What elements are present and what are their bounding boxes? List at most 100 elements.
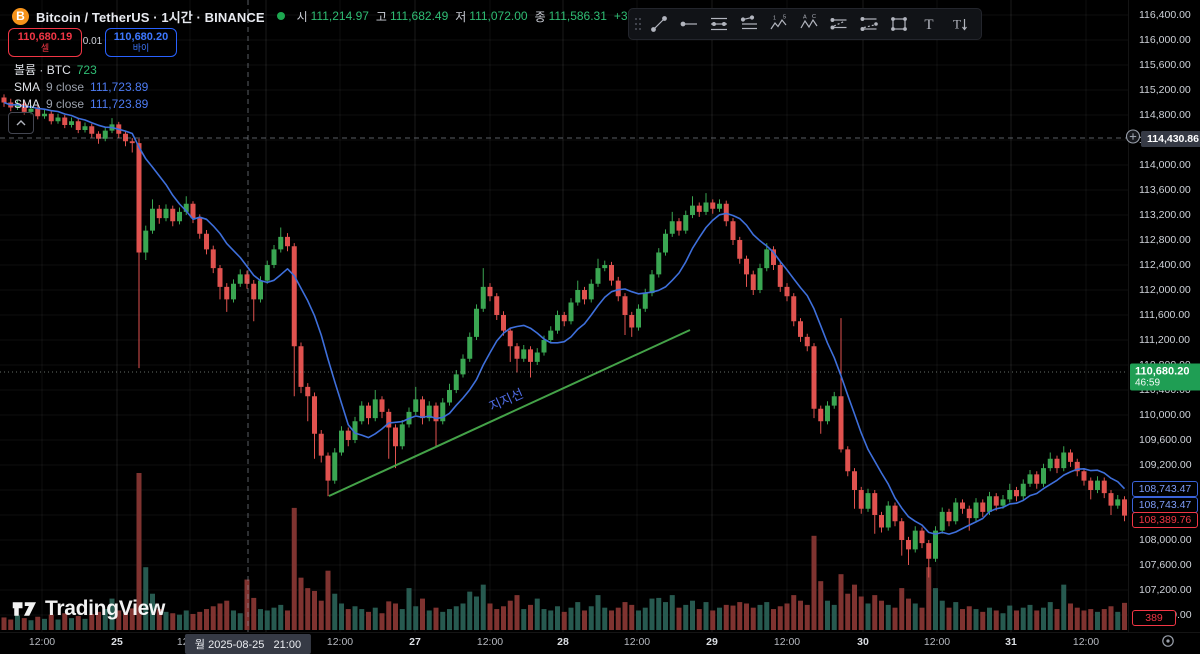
candle-body xyxy=(710,202,716,209)
candle-body xyxy=(669,221,675,234)
tool-trend-based-fib-button[interactable] xyxy=(735,11,763,37)
add-alert-plus-icon[interactable] xyxy=(1125,129,1141,150)
volume-bar xyxy=(210,606,216,630)
candle-body xyxy=(730,221,736,240)
candle-body xyxy=(69,121,74,125)
volume-bar xyxy=(804,604,810,630)
volume-bar xyxy=(352,606,358,630)
long-position-icon xyxy=(830,17,847,30)
candle-body xyxy=(305,386,311,397)
candle-body xyxy=(960,502,965,509)
volume-bar xyxy=(690,600,695,630)
chart-pane[interactable]: 지지선 xyxy=(0,0,1128,632)
volume-bar xyxy=(163,611,169,630)
timezone-settings-button[interactable] xyxy=(1160,633,1176,649)
volume-bar xyxy=(831,604,837,630)
candle-body xyxy=(501,315,506,331)
candle-body xyxy=(750,274,756,290)
candle-body xyxy=(143,230,149,253)
candle-body xyxy=(291,246,297,347)
price-axis[interactable]: 116,400.00 116,000.00 115,600.00 115,200.00… xyxy=(1125,0,1200,632)
candle-body xyxy=(595,268,601,284)
candle-body xyxy=(825,405,830,422)
candle-body xyxy=(285,236,290,247)
volume-bar xyxy=(251,597,257,630)
volume-bar xyxy=(372,607,378,630)
symbol-title[interactable]: Bitcoin / TetherUS · 1시간 · BINANCE xyxy=(36,9,265,25)
tool-text-button[interactable]: T xyxy=(915,11,943,37)
sma2-params: 9 close xyxy=(46,96,85,111)
svg-text:5: 5 xyxy=(783,15,786,21)
volume-bar xyxy=(825,600,830,630)
tool-rectangle-button[interactable] xyxy=(885,11,913,37)
candle-body xyxy=(89,126,95,134)
bitcoin-icon: B xyxy=(12,7,29,25)
tool-horizontal-ray-button[interactable] xyxy=(675,11,703,37)
current-price-scale-label: 110,680.20 46:59 xyxy=(1130,363,1200,391)
volume-bar xyxy=(737,602,743,630)
volume-bar xyxy=(507,600,513,630)
volume-bar xyxy=(501,606,506,630)
candle-body xyxy=(811,346,817,409)
candle-body xyxy=(798,321,803,337)
volume-bar xyxy=(1041,607,1046,630)
sell-button[interactable]: 110,680.19 셀 xyxy=(8,28,82,57)
volume-bar xyxy=(150,593,155,630)
volume-legend-value: 723 xyxy=(76,62,97,77)
legend-collapse-button[interactable] xyxy=(8,112,34,134)
sma-scale-label: 108,743.47 xyxy=(1132,481,1198,497)
volume-bar xyxy=(136,473,142,630)
volume-bar xyxy=(1020,607,1026,630)
tool-long-position-button[interactable] xyxy=(825,11,853,37)
candle-body xyxy=(339,430,344,453)
tool-forecast-button[interactable] xyxy=(855,11,883,37)
volume-legend-name: 볼륨 · BTC xyxy=(14,63,71,77)
candle-body xyxy=(1115,499,1121,506)
price-tick-label: 109,200.00 xyxy=(1139,459,1192,471)
legend-volume-row[interactable]: 볼륨 · BTC 723 xyxy=(14,61,148,78)
volume-bar xyxy=(75,616,81,630)
time-tick-label: 27 xyxy=(409,636,421,648)
gear-icon xyxy=(1162,635,1174,647)
candle-body xyxy=(467,336,473,359)
candle-body xyxy=(231,283,236,300)
buy-button[interactable]: 110,680.20 바이 xyxy=(105,28,177,57)
volume-bar xyxy=(676,607,682,630)
candle-body xyxy=(278,236,284,250)
tool-fib-retracement-button[interactable] xyxy=(705,11,733,37)
time-axis[interactable]: 12:00 25 12:00 12:00 27 12:00 28 12:00 29 12:00 30… xyxy=(0,632,1200,654)
candle-body xyxy=(1041,468,1046,484)
volume-bar xyxy=(872,595,878,630)
volume-bar xyxy=(663,602,668,630)
trend-line-icon xyxy=(651,16,667,32)
candle-body xyxy=(690,205,695,215)
candle-body xyxy=(433,405,439,422)
volume-bar xyxy=(953,602,959,630)
volume-bar xyxy=(143,567,149,630)
tool-trend-line-button[interactable] xyxy=(645,11,673,37)
candle-body xyxy=(912,530,918,550)
price-tick-label: 116,400.00 xyxy=(1139,9,1191,21)
volume-bar xyxy=(460,603,466,630)
volume-bar xyxy=(966,606,972,630)
candle-body xyxy=(372,399,378,419)
candle-body xyxy=(399,424,405,447)
legend-sma1-row[interactable]: SMA 9 close 111,723.89 xyxy=(14,78,148,95)
legend-sma2-row[interactable]: SMA 9 close 111,723.89 xyxy=(14,95,148,112)
candle-body xyxy=(906,540,911,550)
candle-body xyxy=(777,265,783,287)
candle-body xyxy=(1081,471,1087,481)
bar-close-countdown: 46:59 xyxy=(1135,377,1161,389)
tradingview-watermark[interactable]: TradingView xyxy=(12,597,165,621)
volume-bar xyxy=(764,602,770,630)
tool-anchored-text-button[interactable]: T xyxy=(945,11,973,37)
candle-body xyxy=(555,315,560,331)
volume-bar xyxy=(730,605,736,630)
svg-text:C: C xyxy=(812,14,816,20)
candle-body xyxy=(204,233,209,250)
toolbar-drag-handle[interactable] xyxy=(633,11,643,37)
